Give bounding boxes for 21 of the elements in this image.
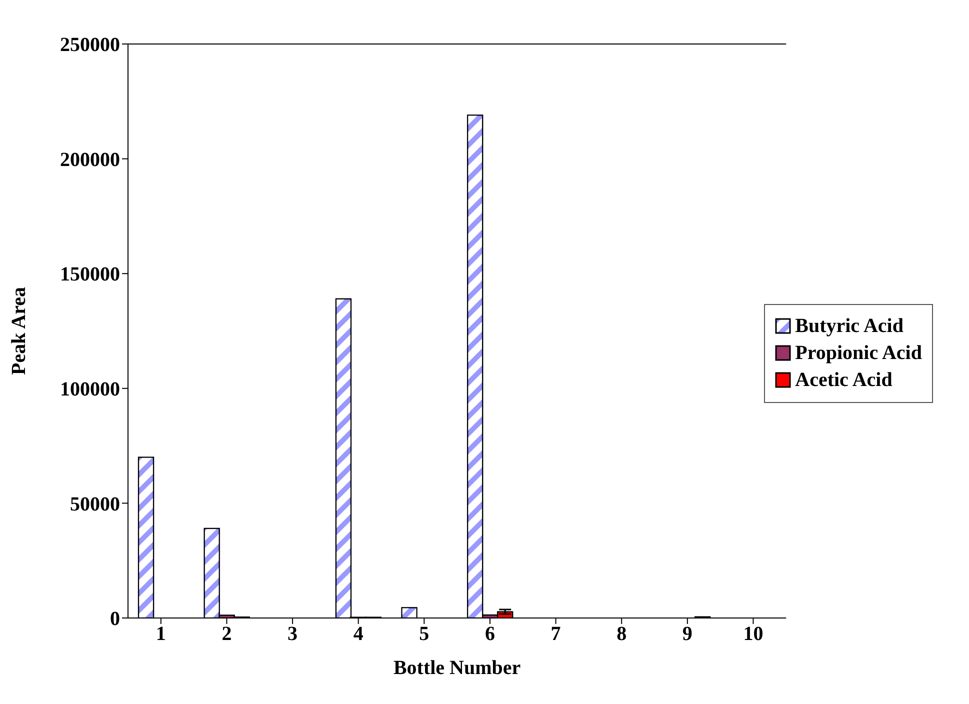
x-tick-label: 8 (616, 623, 627, 646)
x-tick-label: 4 (353, 623, 364, 646)
y-axis-title: Peak Area (8, 287, 30, 375)
legend-label: Acetic Acid (795, 368, 892, 392)
y-tick-label: 150000 (60, 264, 120, 286)
legend-label: Butyric Acid (795, 314, 904, 338)
x-axis-title: Bottle Number (393, 657, 521, 679)
x-tick-label: 2 (222, 623, 232, 646)
y-tick-label: 50000 (70, 493, 120, 516)
x-tick-label: 5 (419, 623, 430, 646)
x-tick-label: 10 (743, 623, 764, 646)
x-tick-label: 3 (288, 623, 298, 646)
y-tick-label: 200000 (60, 148, 120, 171)
legend-label: Propionic Acid (795, 342, 922, 364)
y-tick-label: 250000 (60, 34, 120, 56)
x-tick-label: 7 (550, 623, 561, 646)
y-tick-label: 0 (110, 608, 120, 630)
y-tick-label: 100000 (60, 378, 120, 400)
x-tick-label: 1 (156, 623, 166, 646)
x-tick-label: 6 (484, 623, 495, 646)
x-tick-label: 9 (682, 623, 692, 646)
